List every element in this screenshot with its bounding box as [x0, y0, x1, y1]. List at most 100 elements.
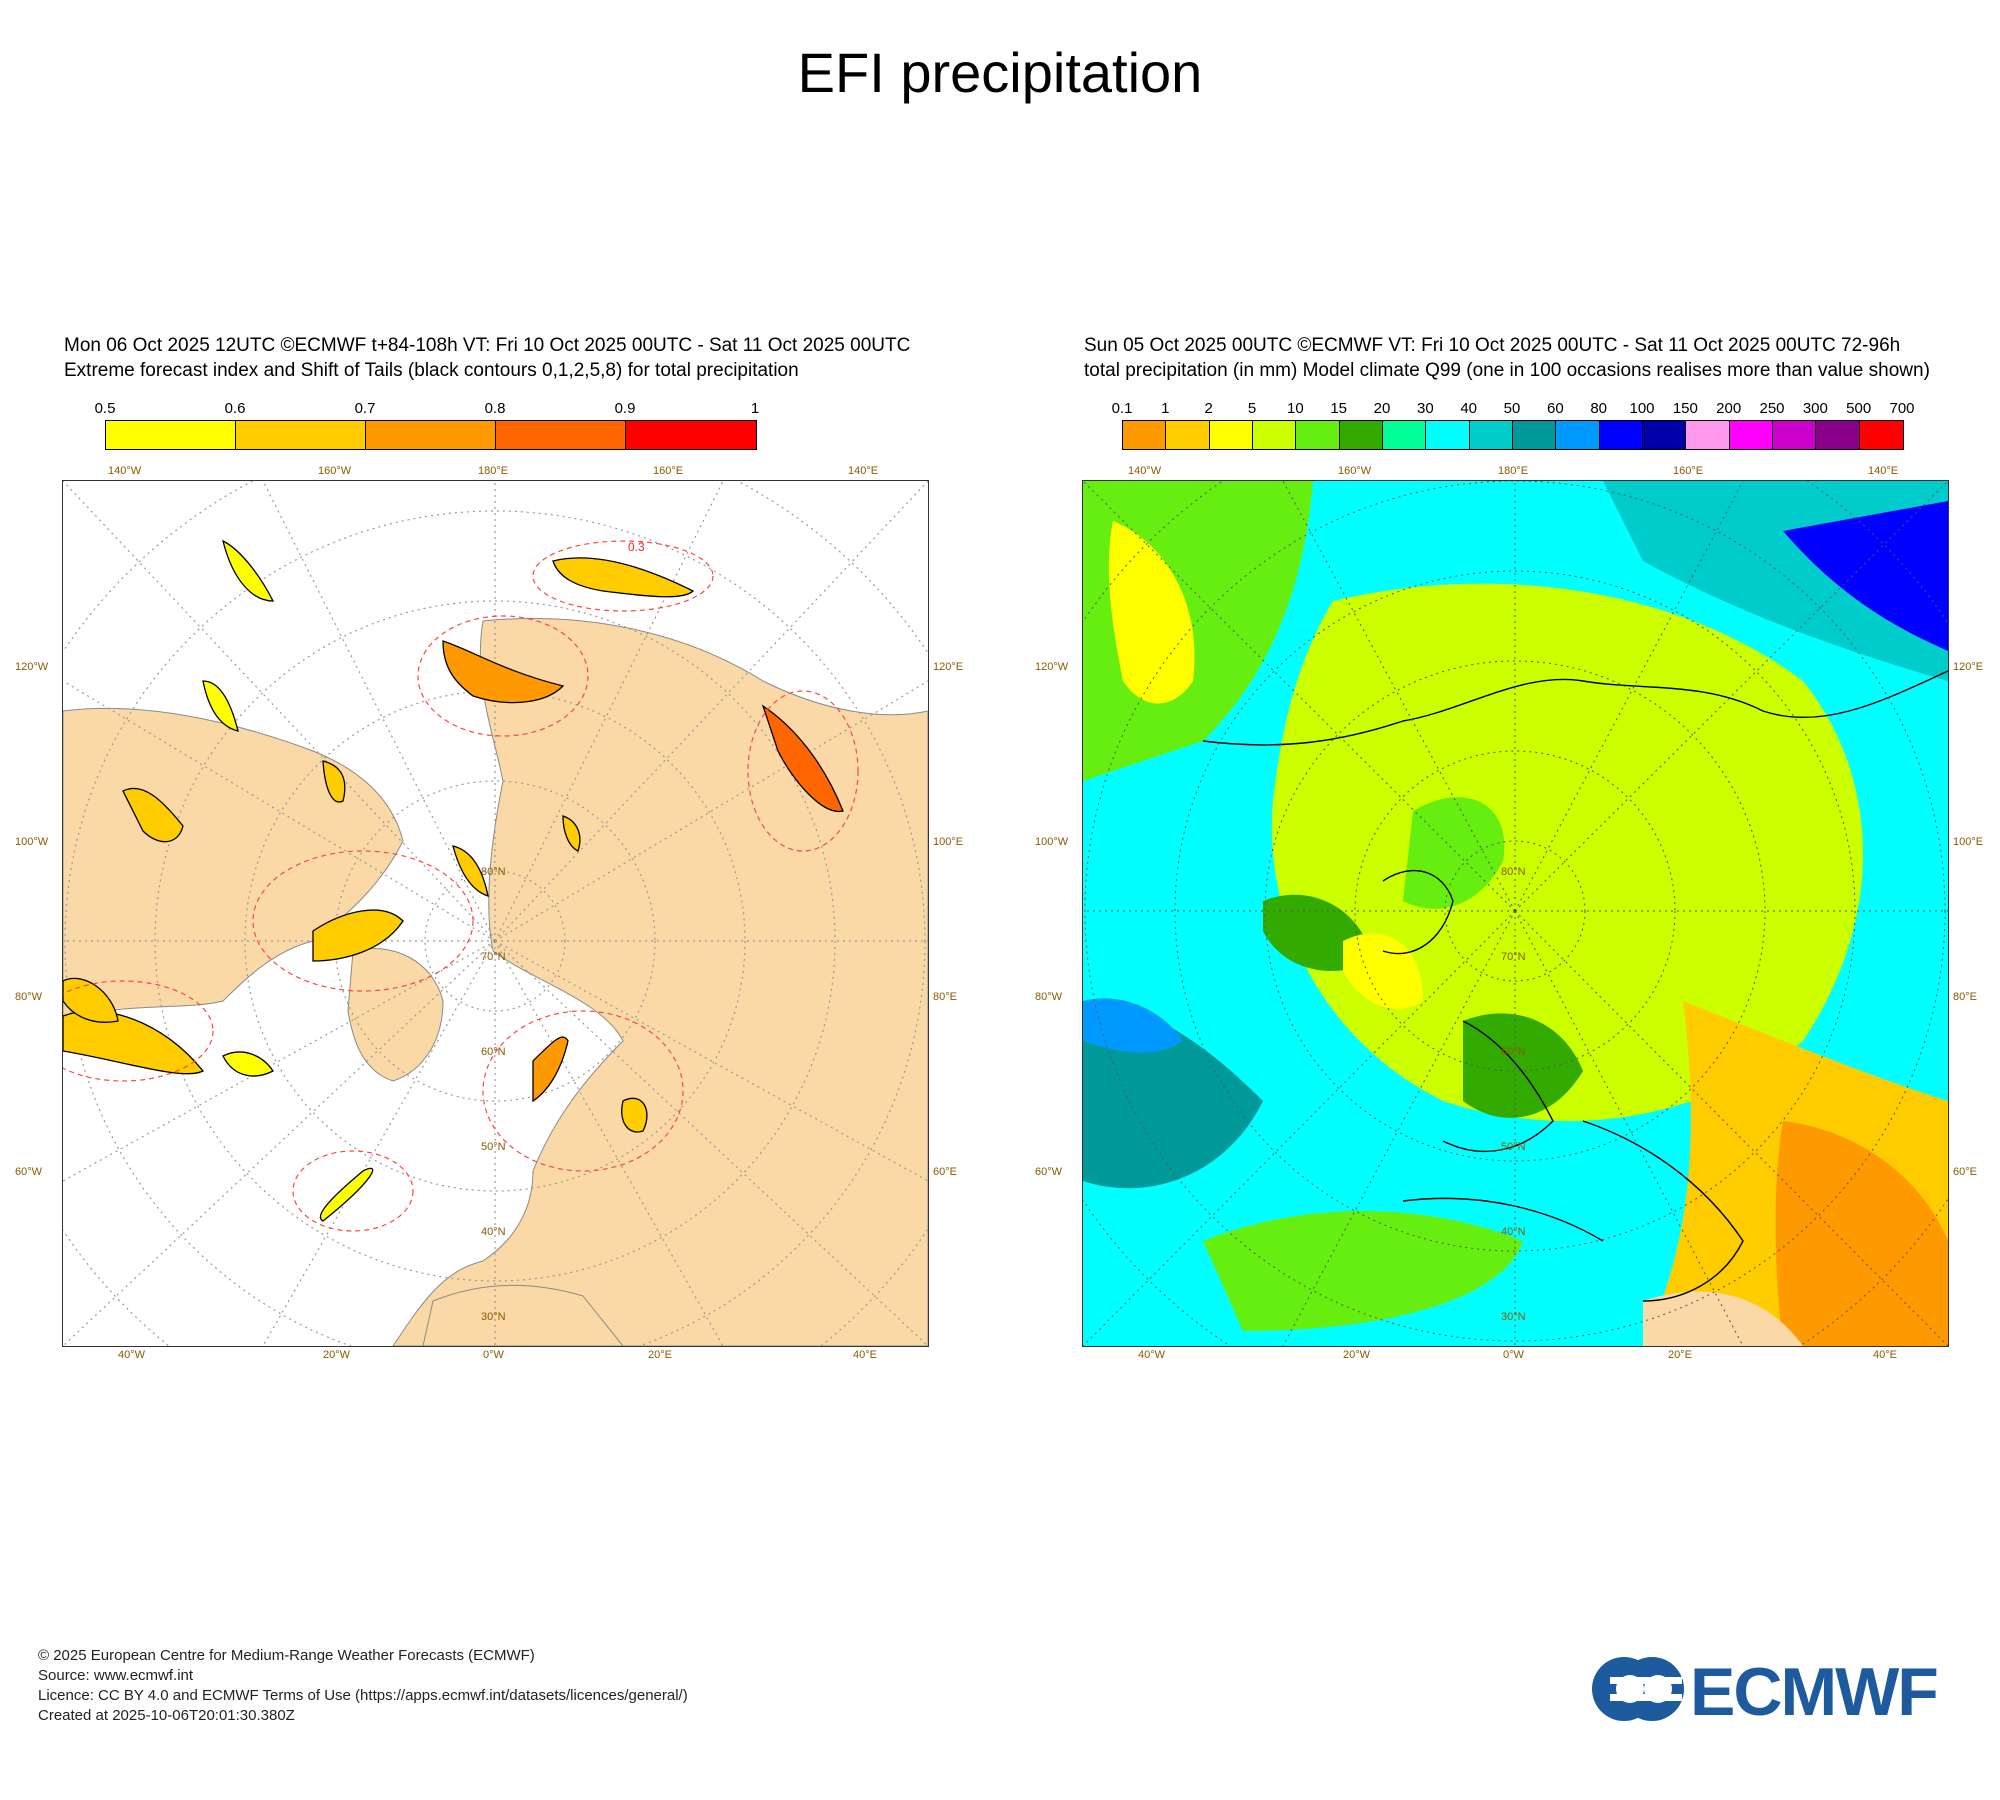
colorbar-tick-label: 5	[1247, 400, 1257, 417]
geo-coordinate-label: 80°E	[933, 991, 957, 1003]
precip-colorbar-ticks: 0.1 1 2 5 10 15 20 30 40 50 60 80 100 150 200 250 300 500…	[1112, 400, 1915, 418]
geo-coordinate-label: 160°W	[1338, 465, 1372, 477]
geo-coordinate-label: 20°W	[323, 1349, 351, 1361]
geo-coordinate-label: 180°E	[478, 465, 509, 477]
colorbar-tick-label: 250	[1759, 400, 1785, 417]
geo-coordinate-label: 100°W	[15, 836, 49, 848]
colorbar-tick-label: 150	[1672, 400, 1698, 417]
colorbar-swatch	[1556, 421, 1600, 449]
geo-coordinate-label: 160°E	[1673, 465, 1704, 477]
geo-coordinate-label: 20°W	[1343, 1349, 1371, 1361]
geo-coordinate-label: 100°E	[1953, 836, 1984, 848]
geo-coordinate-label: 40°W	[1138, 1349, 1166, 1361]
geo-coordinate-label: 40°N	[481, 1226, 506, 1238]
geo-coordinate-label: 160°E	[653, 465, 684, 477]
colorbar-tick-label: 300	[1802, 400, 1828, 417]
precip-map: 140°W 160°W 180°E 160°E 140°E 40°W 20°W 0°W 20°E…	[1035, 465, 1983, 1361]
geo-coordinate-label: 160°W	[318, 465, 352, 477]
colorbar-tick-label: 20	[1373, 400, 1391, 417]
efi-colorbar: 0.5 0.6 0.7 0.8 0.9 1	[95, 400, 760, 450]
colorbar-swatch	[106, 421, 236, 449]
footer: © 2025 European Centre for Medium-Range …	[38, 1646, 688, 1726]
geo-coordinate-label: 180°E	[1498, 465, 1529, 477]
ecmwf-logo: ECMWF	[1590, 1654, 1970, 1730]
geo-coordinate-label: 100°E	[933, 836, 964, 848]
efi-patches	[63, 539, 844, 1222]
geo-coordinate-label: 120°W	[15, 661, 49, 673]
efi-map: 0.3 140°W 160°W 180°E 160°E 140°E 40°W 20°W 0°W…	[15, 465, 963, 1361]
colorbar-swatch	[1382, 421, 1427, 449]
footer-created: Created at 2025-10-06T20:01:30.380Z	[38, 1707, 295, 1724]
geo-coordinate-label: 20°E	[1668, 1349, 1692, 1361]
precip-map-svg	[1083, 481, 1948, 1346]
efi-panel: Mon 06 Oct 2025 12UTC ©ECMWF t+84-108h V…	[15, 335, 963, 1361]
precip-coastlines	[1202, 670, 1948, 1302]
geo-coordinate-label: 80°W	[1035, 991, 1063, 1003]
geo-coordinate-label: 40°W	[118, 1349, 146, 1361]
geo-coordinate-label: 60°E	[1953, 1166, 1977, 1178]
precip-graticule	[1083, 481, 1948, 1346]
colorbar-tick-label: 10	[1286, 400, 1304, 417]
colorbar-tick-label: 80	[1590, 400, 1607, 417]
geo-coordinate-label: 140°W	[108, 465, 142, 477]
geo-coordinate-label: 140°E	[848, 465, 879, 477]
colorbar-swatch	[1686, 421, 1730, 449]
colorbar-swatch	[1252, 421, 1297, 449]
footer-copyright: © 2025 European Centre for Medium-Range …	[38, 1647, 535, 1664]
geo-coordinate-label: 60°N	[481, 1046, 506, 1058]
colorbar-swatch	[1339, 421, 1383, 449]
efi-graticule	[63, 481, 928, 1346]
geo-coordinate-label: 40°E	[1873, 1349, 1897, 1361]
geo-coordinate-label: 30°N	[481, 1311, 506, 1323]
geo-coordinate-label: 80°N	[481, 866, 506, 878]
colorbar-swatch	[496, 421, 626, 449]
geo-coordinate-label: 140°W	[1128, 465, 1162, 477]
colorbar-swatch	[1729, 421, 1773, 449]
geo-coordinate-label: 20°E	[648, 1349, 672, 1361]
colorbar-swatch	[626, 421, 756, 449]
geo-coordinate-label: 80°W	[15, 991, 43, 1003]
main-title: EFI precipitation	[797, 41, 1203, 104]
geo-coordinate-label: 80°E	[1953, 991, 1977, 1003]
geo-coordinate-label: 50°N	[481, 1141, 506, 1153]
footer-licence: Licence: CC BY 4.0 and ECMWF Terms of Us…	[38, 1687, 688, 1704]
geo-coordinate-label: 60°W	[1035, 1166, 1063, 1178]
colorbar-tick-label: 0.9	[614, 400, 636, 417]
colorbar-swatch	[1772, 421, 1817, 449]
efi-colorbar-ticks: 0.5 0.6 0.7 0.8 0.9 1	[95, 400, 760, 418]
colorbar-swatch	[1426, 421, 1470, 449]
geo-coordinate-label: 0°W	[483, 1349, 504, 1361]
geo-coordinate-label: 40°N	[1501, 1226, 1526, 1238]
land-africa	[422, 1284, 624, 1346]
colorbar-tick-label: 0.6	[224, 400, 246, 417]
colorbar-swatch	[1209, 421, 1253, 449]
geo-coordinate-label: 120°W	[1035, 661, 1069, 673]
ecmwf-logo-icon	[1592, 1657, 1684, 1721]
geo-coordinate-label: 70°N	[481, 951, 506, 963]
efi-contour-label: 0.3	[628, 540, 645, 554]
geo-coordinate-label: 50°N	[1501, 1141, 1526, 1153]
efi-colorbar-boxes	[105, 420, 757, 450]
efi-panel-title-line1: Mon 06 Oct 2025 12UTC ©ECMWF t+84-108h V…	[64, 335, 911, 356]
footer-source: Source: www.ecmwf.int	[38, 1667, 194, 1684]
colorbar-swatch	[1816, 421, 1860, 449]
geo-coordinate-label: 0°W	[1503, 1349, 1524, 1361]
geo-coordinate-label: 60°W	[15, 1166, 43, 1178]
colorbar-swatch	[1859, 421, 1903, 449]
colorbar-swatch	[1166, 421, 1210, 449]
colorbar-tick-label: 100	[1629, 400, 1655, 417]
colorbar-tick-label: 30	[1416, 400, 1434, 417]
efi-dashed-contours	[63, 540, 859, 1232]
colorbar-tick-label: 500	[1846, 400, 1872, 417]
geo-coordinate-label: 120°E	[1953, 661, 1984, 673]
colorbar-swatch	[1512, 421, 1557, 449]
precip-panel-title-line1: Sun 05 Oct 2025 00UTC ©ECMWF VT: Fri 10 …	[1084, 335, 1901, 356]
geo-coordinate-label: 100°W	[1035, 836, 1069, 848]
geo-coordinate-label: 70°N	[1501, 951, 1526, 963]
colorbar-tick-label: 0.1	[1111, 400, 1133, 417]
geo-coordinate-label: 140°E	[1868, 465, 1899, 477]
geo-coordinate-label: 120°E	[933, 661, 964, 673]
colorbar-tick-label: 50	[1503, 400, 1521, 417]
geo-coordinate-label: 30°N	[1501, 1311, 1526, 1323]
colorbar-tick-label: 15	[1330, 400, 1347, 417]
